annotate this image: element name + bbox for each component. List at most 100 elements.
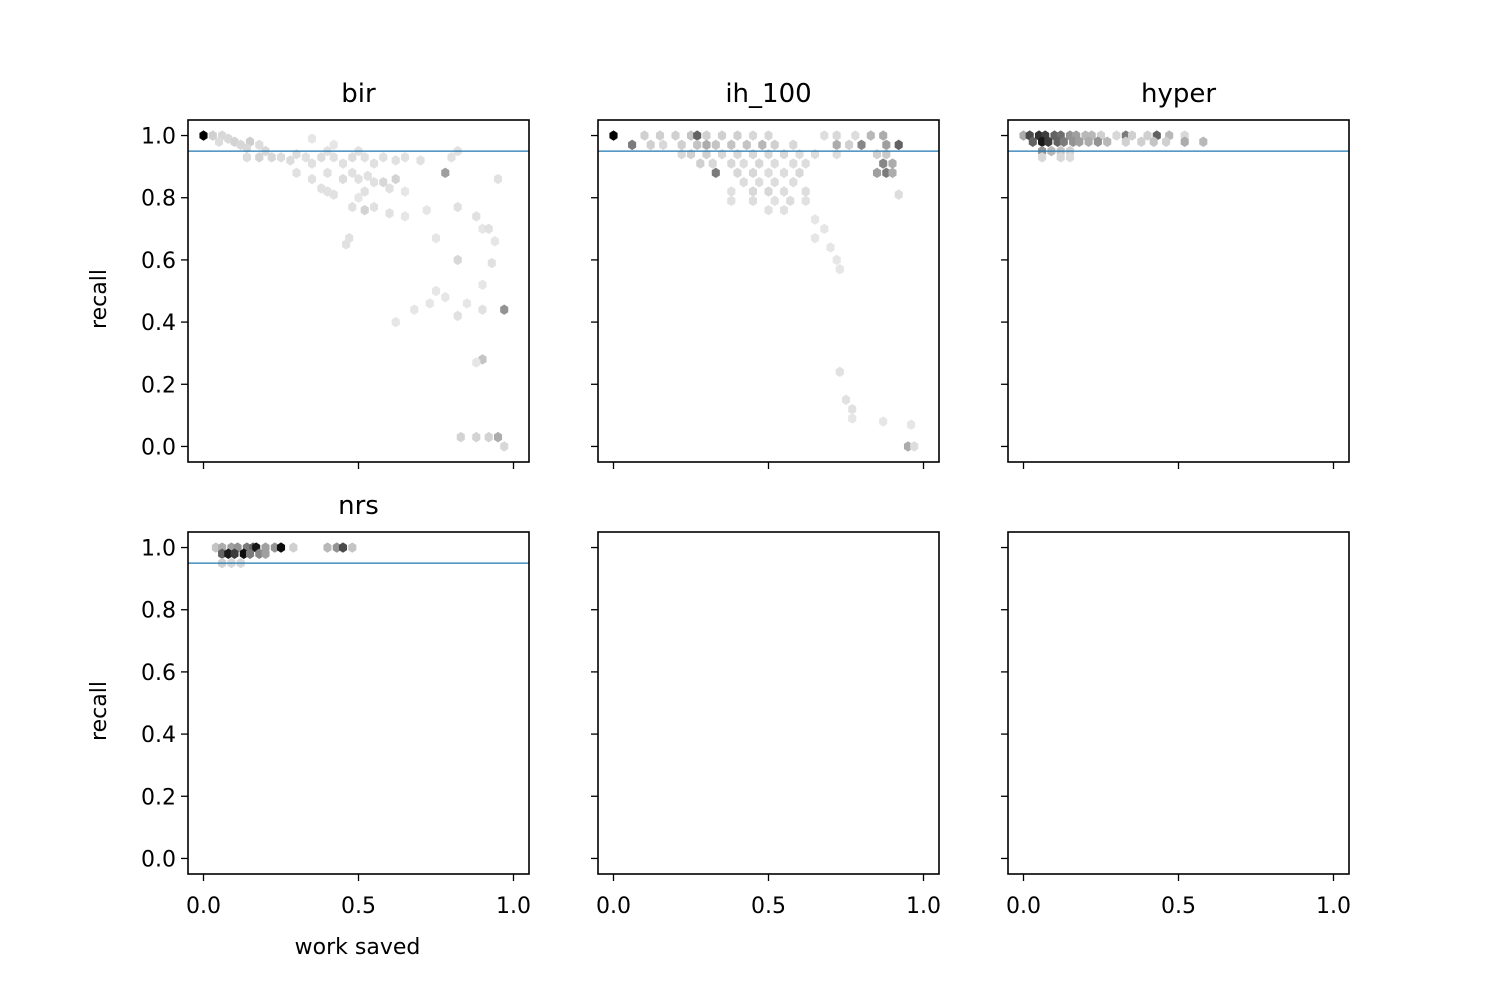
hexbin-cell [453,254,462,266]
hexbin-cell [795,167,804,179]
hexbin-cell [848,413,857,424]
hexbin-cell [385,183,394,194]
hexbin-cell [354,192,363,203]
hexbin-cell [779,204,789,216]
hexbin-cell [224,133,233,144]
hexbin-cell [1149,136,1158,147]
y-tick-label: 0.4 [141,723,176,748]
y-tick-label: 1.0 [141,537,176,562]
hexbin-cell [224,548,233,559]
hexbin-cell [379,152,388,163]
hexbin-cell [410,304,419,315]
hexbin-cell [255,548,264,559]
hexbin-cell [894,139,903,151]
hexbin-cell [686,130,696,141]
hexbin-cell [301,152,310,163]
hexbin-cell [832,254,841,266]
hexbin-cell [484,223,493,235]
hexbin-cell [779,167,789,179]
hexbin-cell [755,158,764,169]
hexbin-cell [702,139,711,151]
hexbin-cell [801,195,810,207]
panel-title: ih_100 [725,79,811,109]
hexbin-cell [711,139,720,151]
hexbin-cell [1059,136,1068,147]
hexbin-cell [323,186,332,197]
hexbin-cell [462,298,472,309]
hexbin-cell [882,167,891,179]
hexbin-cell [733,167,742,179]
panel-ih-100: ih_100 [591,79,940,469]
hexbin-cell [490,236,499,247]
hexbin-cell [211,542,220,553]
hexbin-cell [342,239,351,250]
hexbin-cell [835,366,844,378]
hexbin-cell [789,176,798,188]
x-tick-label: 1.0 [496,894,531,919]
hexbin-cell [391,173,400,185]
hexbin-cell [696,158,705,169]
hexbin-cell [472,211,481,222]
hexbin-cell [416,155,425,166]
hexbin-cell [453,310,462,322]
hexbin-cell [727,139,736,151]
hexbin-cell [748,186,758,197]
hexbin-cell [369,201,379,213]
hexbin-cell [882,139,891,151]
hexbin-cell [307,133,317,144]
hexbin-cell [879,158,888,169]
hexbin-cell [820,223,829,235]
hexbins [199,130,509,452]
hexbin-cell [270,542,279,553]
hexbin-cell [764,204,773,216]
hexbin-cell [702,130,711,141]
y-tick-label: 1.0 [141,125,176,150]
hexbin-cell [400,186,410,197]
hexbin-cell [1056,152,1065,163]
hexbin-cell [733,130,742,141]
hexbin-cell [655,130,665,141]
hexbin-cell [848,403,857,415]
y-tick-label: 0.4 [141,311,176,336]
hexbin-cell [338,173,348,185]
hexbin-cell [276,542,286,553]
hexbin-cell [199,130,208,141]
hexbin-cell [748,167,758,179]
y-tick-label: 0.6 [141,249,176,274]
x-tick-label: 0.0 [1006,894,1041,919]
hexbin-cell [307,158,317,169]
hexbin-cell [255,152,264,163]
y-tick-label: 0.8 [141,599,176,624]
hexbin-cell [770,195,779,207]
hexbin-cell [1121,136,1130,147]
hexbin-cell [748,195,758,207]
hexbin-cell [360,152,369,163]
y-tick-label: 0.0 [141,847,176,872]
hexbin-cell [857,139,866,151]
hexbin-cell [363,170,372,182]
hexbin-cell [888,158,897,169]
hexbin-cell [1199,136,1208,147]
y-axis-label: recall [87,269,112,329]
hexbin-cell [851,130,860,141]
hexbin-cell [742,139,751,151]
hexbin-cell [727,195,736,207]
hexbin-cell [770,158,779,169]
hexbin-cell [1093,136,1102,147]
hexbin-cell [338,542,348,553]
hexbin-cell [348,152,357,163]
panel-empty-6: 0.0 0.5 1.0 [1001,531,1351,919]
hexbin-cell [628,139,637,151]
x-tick-label: 0.0 [596,894,631,919]
hexbin-cell [289,542,298,553]
hexbin-cell [1162,136,1171,147]
y-tick-label: 0.6 [141,661,176,686]
hexbin-cell [338,158,348,169]
panel-empty-5: 0.0 0.5 1.0 [591,531,941,919]
hexbins [1019,130,1208,163]
hexbin-cell [832,139,841,151]
hexbin-cell [758,139,767,151]
hexbin-cell [400,211,410,222]
hexbin-cell [385,208,394,219]
